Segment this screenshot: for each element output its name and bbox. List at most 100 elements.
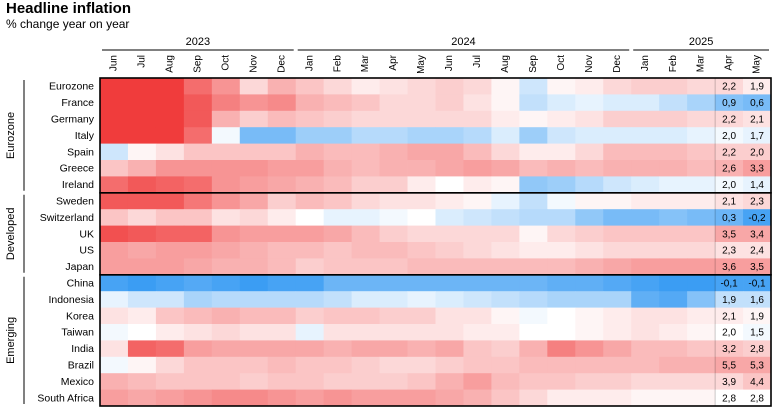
heatmap-cell: [631, 176, 660, 194]
heatmap-cell: [687, 192, 716, 210]
heatmap-cell: [463, 94, 492, 112]
heatmap-cell: [379, 389, 408, 407]
heatmap-cell: [407, 192, 436, 210]
heatmap-cell: [183, 242, 213, 259]
group-border: [99, 273, 772, 407]
heatmap-cell: [155, 373, 185, 390]
heatmap-cell: [575, 176, 604, 194]
heatmap-cell: [435, 143, 464, 161]
heatmap-cell: [323, 356, 353, 374]
heatmap-cell: [743, 307, 772, 325]
heatmap-cell: [519, 209, 548, 226]
heatmap-cell: [239, 176, 269, 194]
heatmap-cell: [435, 291, 464, 308]
heatmap-cell: [547, 94, 576, 112]
heatmap-cell: [183, 160, 213, 177]
heatmap-cell: [155, 176, 185, 194]
value-label-apr: 0,3: [722, 213, 736, 224]
month-tick-label: Aug: [165, 55, 176, 73]
heatmap-cell: [715, 225, 744, 243]
month-tick-label: Feb: [668, 55, 679, 73]
heatmap-cell: [463, 225, 492, 243]
heatmap-cell: [687, 389, 716, 407]
heatmap-cell: [491, 110, 520, 128]
heatmap-cell: [575, 192, 604, 210]
heatmap-cell: [183, 127, 213, 144]
value-label-may: 1,7: [750, 131, 764, 142]
heatmap-cell: [239, 78, 269, 95]
heatmap-cell: [379, 291, 408, 308]
heatmap-cell: [100, 356, 129, 374]
heatmap-cell: [295, 209, 325, 226]
heatmap-cell: [687, 242, 716, 259]
heatmap-cell: [575, 143, 604, 161]
heatmap-cell: [463, 274, 492, 292]
heatmap-cell: [211, 143, 241, 161]
heatmap-cell: [603, 340, 632, 358]
heatmap-cell: [603, 110, 632, 128]
heatmap-cell: [659, 340, 688, 358]
heatmap-cell: [295, 225, 325, 243]
heatmap-cell: [183, 307, 213, 325]
heatmap-cell: [239, 110, 269, 128]
heatmap-cell: [183, 258, 213, 276]
heatmap-cell: [603, 274, 632, 292]
heatmap-cell: [463, 340, 492, 358]
heatmap-cell: [155, 356, 185, 374]
value-label-may: 5,3: [750, 361, 764, 372]
heatmap-cell: [435, 324, 464, 341]
heatmap-cell: [379, 274, 408, 292]
month-tick-label: Mar: [360, 54, 371, 72]
heatmap-cell: [211, 78, 241, 95]
heatmap-cell: [631, 258, 660, 276]
heatmap-cell: [267, 209, 297, 226]
heatmap-cell: [351, 127, 380, 144]
heatmap-cell: [575, 356, 604, 374]
heatmap-cell: [127, 258, 157, 276]
heatmap-cell: [715, 209, 744, 226]
row-label: Japan: [65, 261, 94, 273]
heatmap-cell: [127, 127, 157, 144]
heatmap-cell: [239, 209, 269, 226]
heatmap-cell: [407, 94, 436, 112]
heatmap-cell: [687, 94, 716, 112]
row-label: South Africa: [37, 392, 94, 404]
heatmap-cell: [379, 110, 408, 128]
heatmap-cell: [715, 324, 744, 341]
heatmap-cell: [519, 192, 548, 210]
heatmap-cell: [267, 143, 297, 161]
heatmap-cell: [435, 110, 464, 128]
heatmap-cell: [659, 373, 688, 390]
heatmap-cell: [127, 274, 157, 292]
heatmap-cell: [407, 209, 436, 226]
heatmap-cell: [323, 389, 353, 407]
heatmap-cell: [211, 242, 241, 259]
row-label: India: [71, 343, 94, 355]
row-label: Germany: [51, 114, 95, 126]
heatmap-cell: [323, 209, 353, 226]
heatmap-cell: [743, 274, 772, 292]
month-tick-label: Jun: [109, 55, 120, 71]
row-label: Ireland: [62, 179, 94, 191]
heatmap-cell: [575, 373, 604, 390]
heatmap-cell: [575, 242, 604, 259]
heatmap-cell: [267, 307, 297, 325]
heatmap-cell: [715, 143, 744, 161]
value-label-may: 1,9: [750, 311, 764, 322]
heatmap-cell: [351, 78, 380, 95]
heatmap-cell: [351, 274, 380, 292]
value-label-may: 3,4: [750, 229, 764, 240]
heatmap-cell: [267, 225, 297, 243]
heatmap-cell: [491, 160, 520, 177]
heatmap-cell: [491, 78, 520, 95]
heatmap-cell: [211, 127, 241, 144]
heatmap-cell: [519, 291, 548, 308]
heatmap-cell: [659, 291, 688, 308]
heatmap-cell: [659, 258, 688, 276]
heatmap-cell: [323, 110, 353, 128]
heatmap-cell: [603, 209, 632, 226]
heatmap-cell: [547, 143, 576, 161]
heatmap-cell: [407, 274, 436, 292]
heatmap-cell: [491, 94, 520, 112]
heatmap-cell: [519, 110, 548, 128]
